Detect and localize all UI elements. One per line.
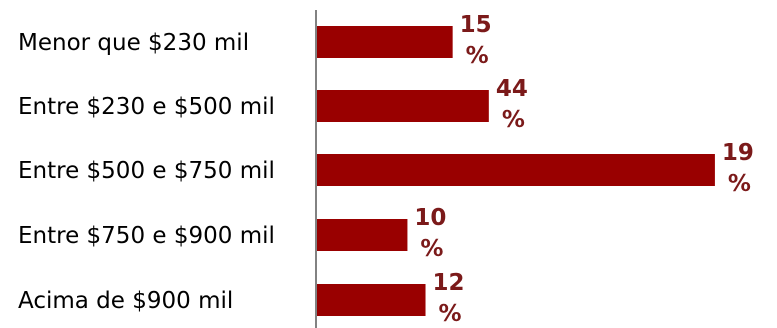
value-label-percent: % <box>728 171 751 197</box>
value-label-number: 44 <box>496 76 528 102</box>
category-label: Entre $230 e $500 mil <box>18 94 275 120</box>
category-labels: Menor que $230 mil Entre $230 e $500 mil E… <box>18 30 275 314</box>
value-label-number: 10 <box>414 205 446 231</box>
value-label-number: 12 <box>433 270 465 296</box>
bar <box>317 154 715 186</box>
bar <box>317 26 453 58</box>
category-label: Acima de $900 mil <box>18 288 233 314</box>
category-label: Entre $750 e $900 mil <box>18 223 275 249</box>
bar <box>317 284 426 316</box>
bar <box>317 90 489 122</box>
category-label: Menor que $230 mil <box>18 30 249 56</box>
value-label-number: 15 <box>460 12 492 38</box>
value-label-percent: % <box>439 301 462 327</box>
value-labels: 15% 44% 19% 10% 12% <box>414 12 753 327</box>
category-label: Entre $500 e $750 mil <box>18 158 275 184</box>
value-label-number: 19 <box>722 140 754 166</box>
bar <box>317 219 408 251</box>
value-label-percent: % <box>420 236 443 262</box>
value-label-percent: % <box>466 43 489 69</box>
bars <box>317 26 715 316</box>
value-label-percent: % <box>502 107 525 133</box>
